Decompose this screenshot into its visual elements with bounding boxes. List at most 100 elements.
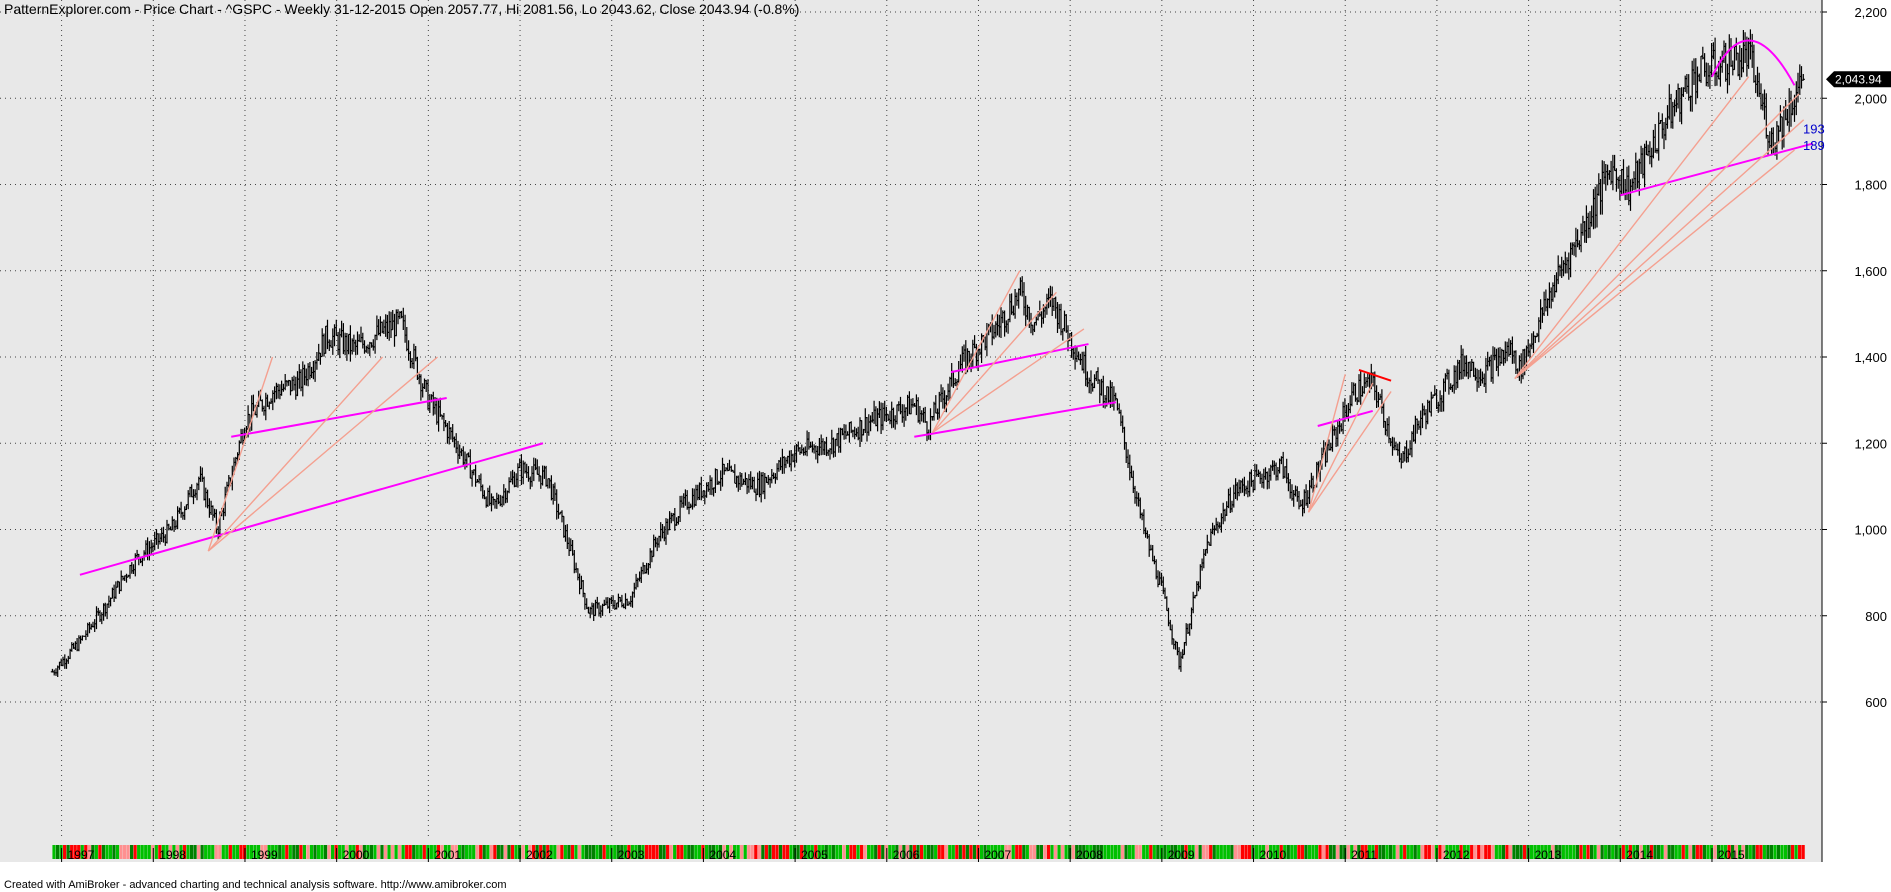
volume-bar — [1575, 845, 1580, 859]
volume-bar — [1290, 845, 1294, 859]
level-label: 189 — [1803, 138, 1825, 153]
y-tick-label: 1,200 — [1854, 436, 1887, 451]
volume-bar — [1131, 845, 1135, 859]
volume-bar — [475, 845, 479, 859]
volume-bar — [1244, 845, 1248, 859]
volume-bar — [1470, 845, 1474, 859]
volume-bar — [972, 845, 977, 859]
volume-bar — [1738, 845, 1742, 859]
volume-bar — [1614, 845, 1618, 859]
volume-bar — [137, 845, 141, 859]
volume-bar — [1410, 845, 1414, 859]
volume-bar — [1135, 845, 1139, 859]
volume-bar — [390, 845, 395, 859]
volume-bar — [1230, 845, 1234, 859]
volume-bar — [1304, 845, 1308, 859]
volume-bar — [785, 845, 790, 859]
volume-bar — [147, 845, 151, 859]
volume-bar — [542, 845, 546, 859]
volume-bar — [1068, 845, 1072, 859]
volume-bar — [1036, 845, 1040, 859]
support-line — [1620, 142, 1814, 197]
volume-bar — [91, 845, 95, 859]
x-tick-label: 2004 — [709, 848, 736, 862]
volume-bar — [1339, 845, 1343, 859]
volume-bar — [757, 845, 761, 859]
volume-bar — [1424, 845, 1428, 859]
volume-bar — [1011, 845, 1015, 859]
volume-bar — [256, 845, 261, 859]
volume-bar — [874, 845, 878, 859]
volume-bar — [1572, 845, 1576, 859]
volume-bar — [789, 845, 793, 859]
volume-bar — [1664, 845, 1668, 859]
volume-bar — [1018, 845, 1022, 859]
volume-bar — [905, 845, 910, 859]
fan-line — [1514, 76, 1750, 379]
volume-bar — [814, 845, 818, 859]
volume-bar — [454, 845, 458, 859]
volume-bar — [1237, 845, 1241, 859]
plot-area — [0, 0, 1822, 862]
volume-bar — [1008, 845, 1012, 859]
volume-bar — [500, 845, 504, 859]
volume-bar — [1233, 845, 1237, 859]
volume-bar — [775, 845, 779, 859]
volume-bar — [926, 845, 931, 859]
volume-bar — [859, 845, 864, 859]
volume-bar — [1600, 845, 1604, 859]
volume-bar — [768, 845, 772, 859]
volume-bar — [867, 845, 871, 859]
volume-bar — [1060, 845, 1065, 859]
chart-title: PatternExplorer.com - Price Chart - ^GSP… — [4, 1, 799, 17]
volume-bar — [877, 845, 881, 859]
volume-bar — [602, 845, 606, 859]
volume-bar — [923, 845, 927, 859]
volume-bar — [1759, 845, 1763, 859]
volume-bar — [1692, 845, 1696, 859]
volume-bar — [218, 845, 222, 859]
volume-bar — [422, 845, 426, 859]
volume-bar — [1480, 845, 1484, 859]
volume-bar — [1607, 845, 1611, 859]
volume-bar — [1794, 845, 1798, 859]
volume-bar — [662, 845, 666, 859]
volume-bar — [666, 845, 670, 859]
volume-bar — [1269, 845, 1273, 859]
volume-bar — [387, 845, 391, 859]
volume-bar — [1762, 845, 1766, 859]
volume-bar — [479, 845, 483, 859]
fan-line — [1307, 391, 1392, 513]
volume-bar — [1212, 845, 1216, 859]
volume-bar — [1505, 845, 1509, 859]
y-tick-label: 1,400 — [1854, 350, 1887, 365]
volume-bar — [189, 845, 194, 859]
volume-bar — [320, 845, 324, 859]
volume-bar — [951, 845, 955, 859]
volume-bar — [1579, 845, 1583, 859]
volume-bar — [1099, 845, 1103, 859]
volume-bar — [1396, 845, 1400, 859]
volume-bar — [108, 845, 113, 859]
volume-bar — [524, 845, 529, 859]
volume-bar — [1219, 845, 1223, 859]
volume-bar — [680, 845, 684, 859]
volume-bar — [1332, 845, 1336, 859]
volume-bar — [1350, 845, 1354, 859]
volume-bar — [306, 845, 310, 859]
x-axis: 1997 1998 1999 2000 2001 2002 2003 2004 2005 2006… — [61, 848, 1745, 862]
volume-bar — [556, 845, 560, 859]
volume-bar — [902, 845, 906, 859]
volume-bar — [510, 845, 515, 859]
volume-bar — [990, 845, 994, 859]
volume-bar — [1586, 845, 1590, 859]
volume-bar — [327, 845, 331, 859]
volume-bar — [271, 845, 275, 859]
volume-bar — [267, 845, 271, 859]
volume-bar — [1015, 845, 1019, 859]
volume-bar — [1297, 845, 1301, 859]
volume-bar — [1300, 845, 1304, 859]
volume-bar — [1491, 845, 1495, 859]
resistance-line — [1358, 368, 1392, 382]
support-line — [914, 401, 1117, 438]
